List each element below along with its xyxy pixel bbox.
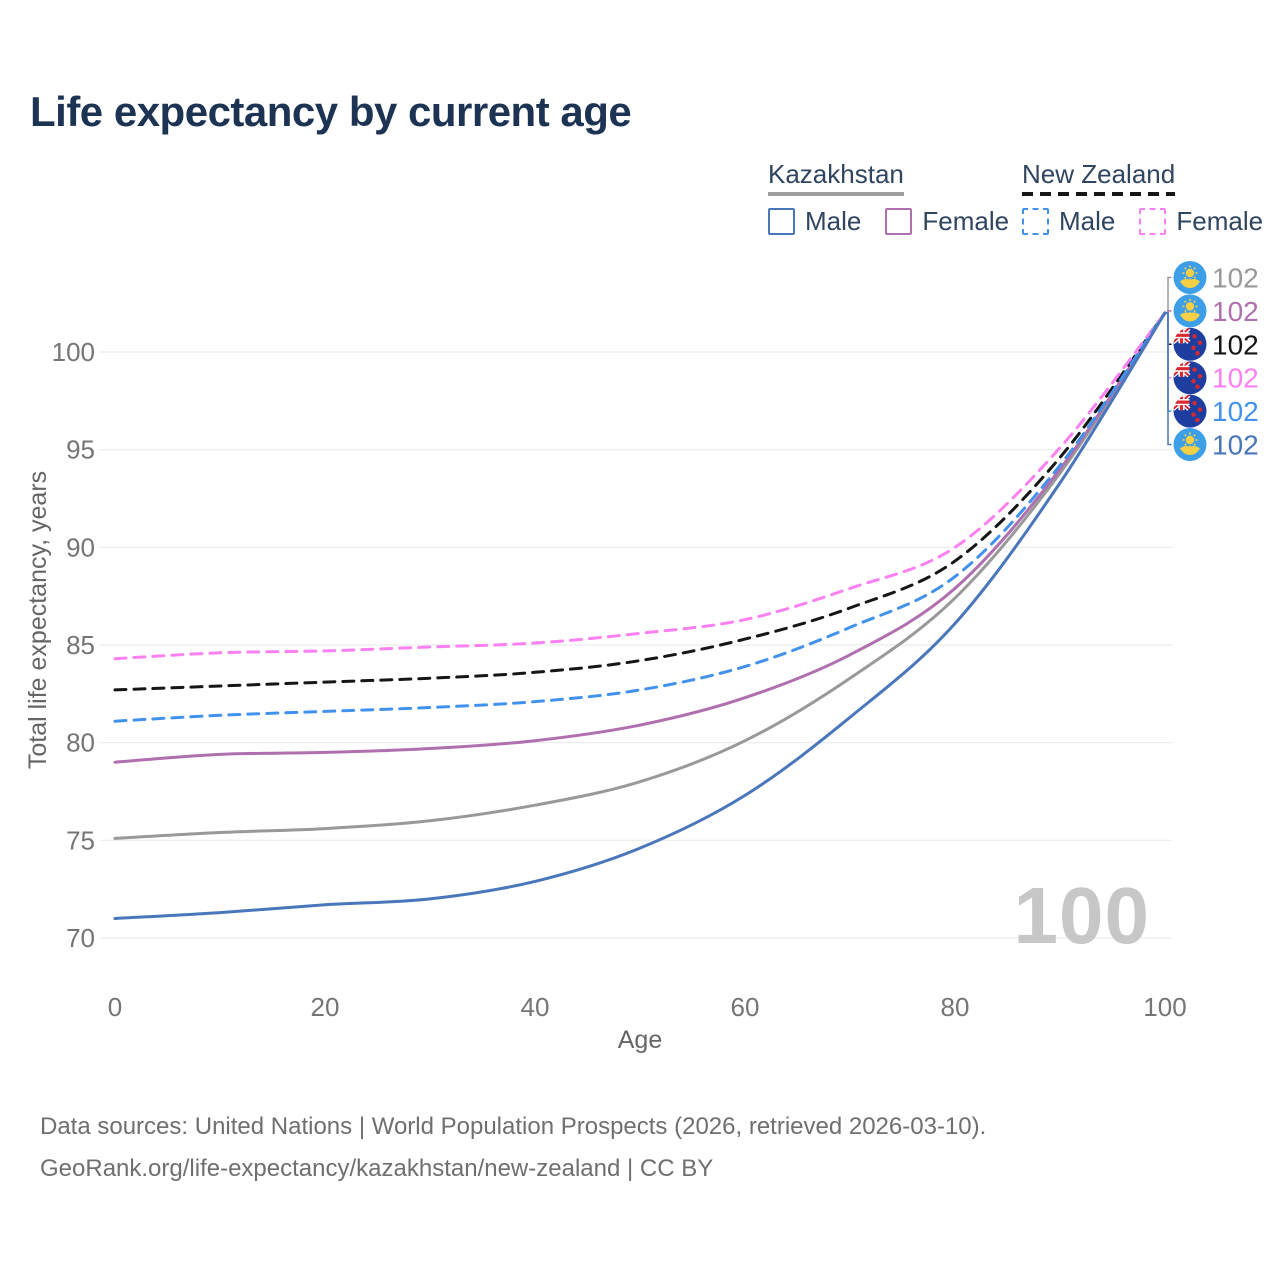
series-line-kazakhstan-female — [113, 311, 1167, 764]
series-line-kazakhstan — [113, 311, 1167, 840]
attribution-text: GeoRank.org/life-expectancy/kazakhstan/n… — [40, 1155, 714, 1182]
series-line-kazakhstan-male — [113, 311, 1167, 920]
star-dot — [1191, 412, 1196, 417]
x-tick-label-100: 100 — [1143, 992, 1186, 1022]
star-dot — [1192, 334, 1197, 339]
end-value-label-new-zealand-female: 102 — [1212, 363, 1259, 394]
legend-country-kazakhstan-label: Kazakhstan — [768, 159, 904, 189]
series-line-new-zealand-female — [113, 311, 1167, 661]
y-tick-label-90: 90 — [66, 532, 95, 562]
footer: Data sources: United Nations | World Pop… — [40, 1106, 986, 1190]
new-zealand-male-legend-label[interactable]: Male — [1059, 206, 1116, 236]
legend-country-kazakhstan[interactable]: Kazakhstan — [768, 160, 904, 196]
legend-group-kazakhstan: Kazakhstan Male Female — [768, 160, 1023, 237]
age-counter-watermark: 100 — [1013, 871, 1150, 960]
x-tick-label-60: 60 — [731, 992, 760, 1022]
star-dot — [1192, 367, 1197, 372]
series-line-new-zealand — [113, 311, 1167, 692]
star-dot — [1191, 345, 1196, 350]
kazakhstan-male-swatch[interactable] — [768, 208, 795, 235]
x-tick-label-40: 40 — [521, 992, 550, 1022]
legend-group-new-zealand: New Zealand Male Female — [1022, 160, 1277, 237]
new-zealand-female-legend-label[interactable]: Female — [1176, 206, 1264, 236]
star-dot — [1195, 351, 1200, 356]
end-value-label-kazakhstan-female: 102 — [1212, 296, 1259, 327]
y-tick-label-70: 70 — [66, 923, 95, 953]
y-tick-label-75: 75 — [66, 825, 95, 855]
star-dot — [1192, 400, 1197, 406]
star-dot — [1197, 374, 1203, 379]
end-value-label-new-zealand: 102 — [1212, 329, 1259, 360]
star-dot — [1191, 379, 1196, 384]
star-dot — [1197, 407, 1203, 412]
kazakhstan-flag-icon — [1173, 261, 1207, 294]
legend-country-new-zealand[interactable]: New Zealand — [1022, 159, 1176, 196]
new-zealand-male-swatch[interactable] — [1022, 208, 1049, 235]
x-tick-label-0: 0 — [108, 992, 122, 1022]
star-dot — [1195, 384, 1200, 389]
new-zealand-dashed-line-sample — [1022, 192, 1176, 196]
new-zealand-female-swatch[interactable] — [1139, 208, 1167, 235]
kazakhstan-female-swatch[interactable] — [885, 208, 913, 235]
x-tick-label-80: 80 — [941, 992, 970, 1022]
y-tick-label-95: 95 — [66, 435, 95, 465]
page-title: Life expectancy by current age — [30, 88, 632, 135]
y-tick-label-85: 85 — [66, 630, 95, 660]
kazakhstan-flag-icon — [1173, 428, 1207, 461]
data-sources-text: Data sources: United Nations | World Pop… — [40, 1113, 987, 1140]
x-tick-label-20: 20 — [311, 992, 340, 1022]
star-dot — [1195, 417, 1200, 423]
kazakhstan-flag-icon — [1173, 294, 1207, 328]
x-axis-title: Age — [618, 1026, 662, 1054]
series-line-new-zealand-male — [113, 311, 1167, 723]
end-value-label-kazakhstan-male: 102 — [1212, 430, 1259, 461]
end-value-label-new-zealand-male: 102 — [1212, 396, 1259, 427]
end-label-connector-kazakhstan — [1165, 276, 1172, 314]
legend-country-new-zealand-label: New Zealand — [1022, 159, 1176, 189]
y-tick-label-80: 80 — [66, 728, 95, 758]
y-axis-title: Total life expectancy, years — [24, 471, 52, 769]
kazakhstan-male-legend-label[interactable]: Male — [805, 206, 862, 236]
end-value-label-kazakhstan: 102 — [1212, 263, 1259, 294]
end-label-connector-kazakhstan-male — [1165, 312, 1172, 446]
kazakhstan-female-legend-label[interactable]: Female — [922, 206, 1010, 236]
star-dot — [1197, 340, 1203, 345]
y-tick-label-100: 100 — [52, 337, 95, 367]
kazakhstan-solid-line-sample — [768, 192, 904, 196]
